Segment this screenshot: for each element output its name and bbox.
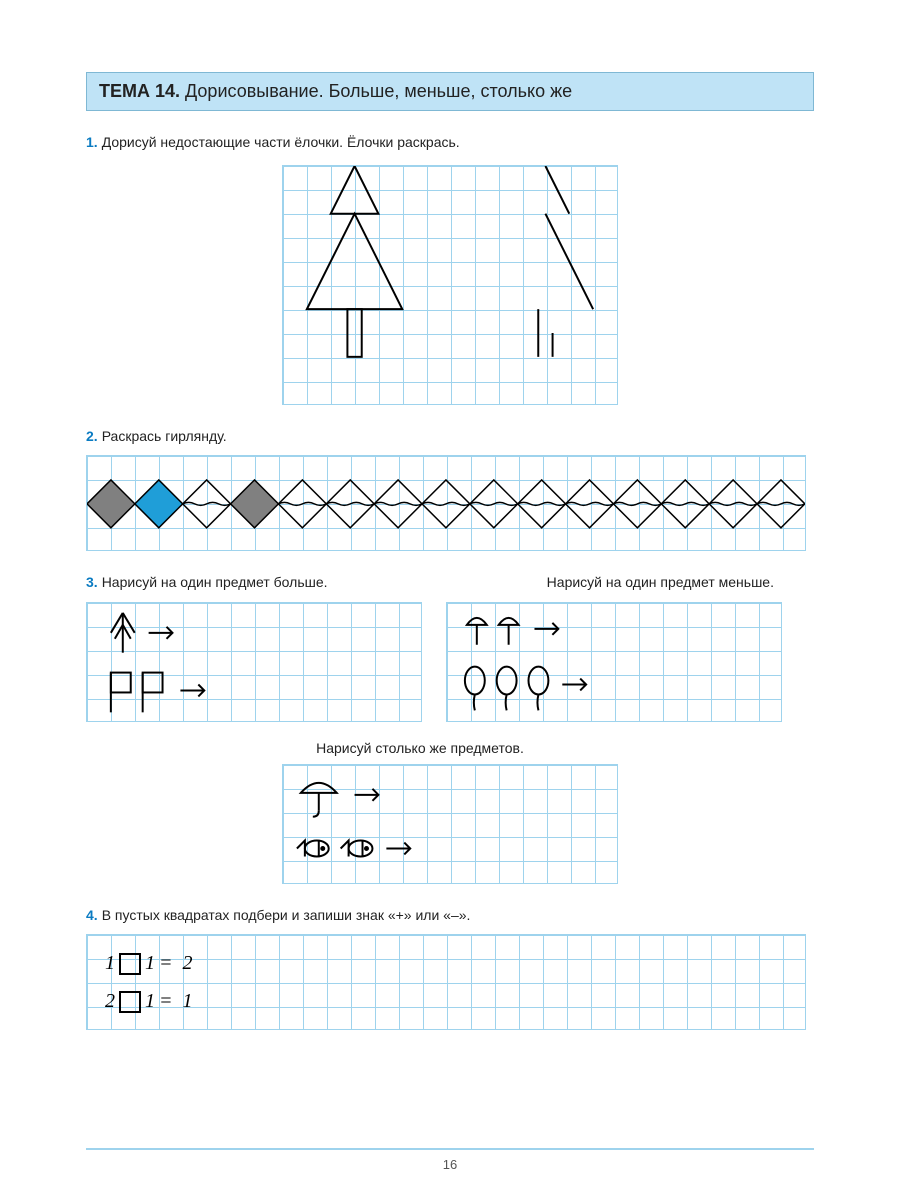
exercise-2-svg bbox=[87, 456, 805, 552]
task-3b: Нарисуй на один предмет меньше. bbox=[547, 573, 814, 591]
task-1-num: 1. bbox=[86, 134, 98, 150]
footer-rule bbox=[86, 1148, 814, 1150]
equation-2: 2 1 = 1 bbox=[105, 983, 787, 1021]
topic-prefix: ТЕМА 14. bbox=[99, 81, 180, 101]
exercise-1-grid bbox=[282, 165, 618, 405]
exercise-4-grid: 1 1 = 2 2 1 = 1 bbox=[86, 934, 806, 1030]
task-4-prompt: 4.В пустых квадратах подбери и запиши зн… bbox=[86, 906, 814, 924]
task-3-prompt: 3.Нарисуй на один предмет больше. Нарису… bbox=[86, 573, 814, 591]
exercise-3-bottom-wrap bbox=[86, 764, 814, 884]
topic-rest: Дорисовывание. Больше, меньше, столько ж… bbox=[180, 81, 572, 101]
exercise-4-content: 1 1 = 2 2 1 = 1 bbox=[87, 935, 805, 1029]
task-3a: 3.Нарисуй на один предмет больше. bbox=[86, 573, 328, 591]
page-number: 16 bbox=[0, 1157, 900, 1172]
task-2-prompt: 2.Раскрась гирлянду. bbox=[86, 427, 814, 445]
empty-box-1 bbox=[119, 953, 141, 975]
exercise-1-container bbox=[86, 165, 814, 405]
task-1-prompt: 1.Дорисуй недостающие части ёлочки. Ёлоч… bbox=[86, 133, 814, 151]
exercise-3-left-svg bbox=[87, 603, 421, 722]
topic-header: ТЕМА 14. Дорисовывание. Больше, меньше, … bbox=[86, 72, 814, 111]
task-2-text: Раскрась гирлянду. bbox=[102, 428, 227, 444]
task-4-num: 4. bbox=[86, 907, 98, 923]
exercise-3-left bbox=[86, 602, 422, 722]
task-1-text: Дорисуй недостающие части ёлочки. Ёлочки… bbox=[102, 134, 460, 150]
task-3-num: 3. bbox=[86, 574, 98, 590]
exercise-1-svg bbox=[283, 166, 617, 405]
empty-box-2 bbox=[119, 991, 141, 1013]
exercise-3-right-svg bbox=[447, 603, 781, 722]
exercise-3-bottom bbox=[282, 764, 618, 884]
task-3c: Нарисуй столько же предметов. bbox=[26, 740, 814, 756]
task-2-num: 2. bbox=[86, 428, 98, 444]
equation-1: 1 1 = 2 bbox=[105, 945, 787, 983]
exercise-2-grid bbox=[86, 455, 806, 551]
task-4-text: В пустых квадратах подбери и запиши знак… bbox=[102, 907, 471, 923]
exercise-3-bottom-svg bbox=[283, 765, 617, 884]
exercise-3-right bbox=[446, 602, 782, 722]
exercise-3-row bbox=[86, 602, 814, 722]
